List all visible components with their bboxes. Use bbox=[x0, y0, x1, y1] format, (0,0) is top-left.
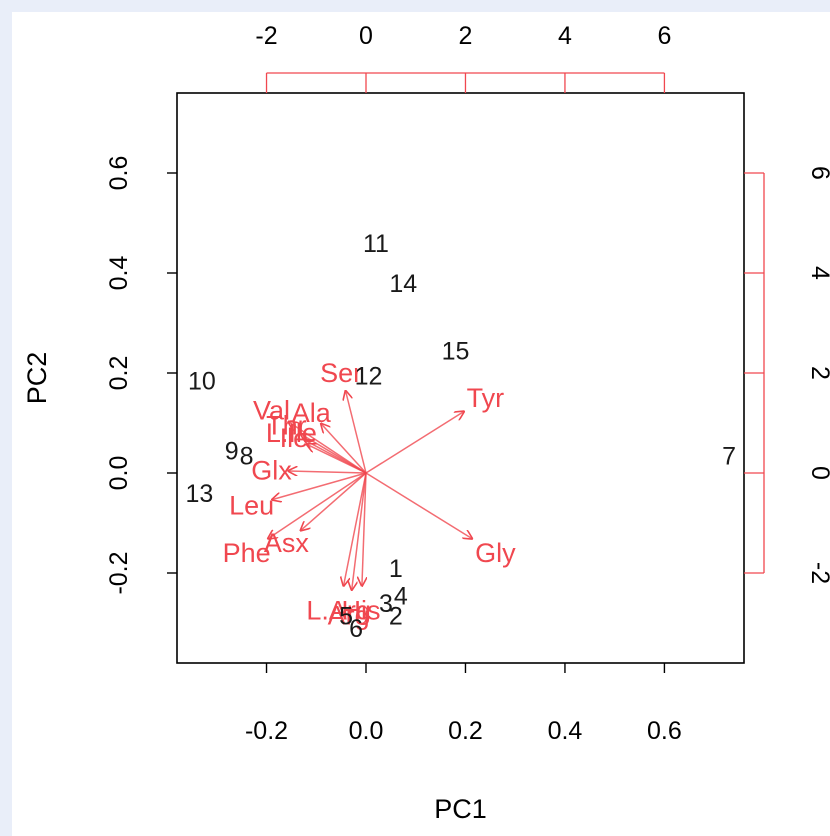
observation-label: 12 bbox=[355, 363, 383, 391]
plot-frame bbox=[176, 92, 745, 664]
loading-arrow bbox=[365, 472, 472, 539]
loading-arrow bbox=[346, 391, 367, 474]
chart-panel bbox=[12, 12, 830, 836]
y-tick-label: 0.4 bbox=[105, 256, 133, 291]
loading-arrow bbox=[321, 424, 367, 474]
variable-label: Glx bbox=[251, 456, 292, 486]
top-tick-label: 0 bbox=[359, 22, 373, 50]
x-axis-title: PC1 bbox=[434, 794, 487, 824]
variable-label: Ile bbox=[280, 423, 309, 453]
observation-label: 1 bbox=[389, 555, 403, 583]
loading-arrow bbox=[268, 472, 367, 539]
top-tick-label: -2 bbox=[255, 22, 277, 50]
variable-label: His bbox=[342, 596, 381, 626]
observation-label: 7 bbox=[722, 443, 736, 471]
observation-label: 2 bbox=[389, 603, 403, 631]
loading-arrow bbox=[289, 471, 367, 473]
top-tick-label: 2 bbox=[459, 22, 473, 50]
loading-arrow bbox=[344, 472, 367, 586]
observation-label: 9 bbox=[225, 438, 239, 466]
loading-arrow bbox=[352, 472, 367, 590]
observation-label: 10 bbox=[188, 368, 216, 396]
right-tick-label: 2 bbox=[806, 366, 830, 380]
observation-label: 11 bbox=[363, 230, 389, 258]
right-tick-label: -2 bbox=[806, 562, 830, 584]
variable-label: Arg bbox=[328, 601, 370, 631]
variable-label: Thr bbox=[266, 411, 307, 441]
observation-label: 5 bbox=[339, 603, 353, 631]
observation-label: 13 bbox=[185, 480, 213, 508]
x-tick-label: 0.4 bbox=[548, 717, 583, 745]
variable-label: Asx bbox=[264, 528, 310, 558]
variable-label: Gly bbox=[475, 538, 516, 568]
y-axis-title: PC2 bbox=[22, 352, 52, 405]
variable-label: Ser bbox=[320, 358, 362, 388]
top-tick-label: 6 bbox=[657, 22, 671, 50]
variable-label: Ala bbox=[292, 398, 332, 428]
observation-label: 15 bbox=[442, 338, 470, 366]
y-tick-label: -0.2 bbox=[105, 551, 133, 594]
x-tick-label: 0.6 bbox=[647, 717, 682, 745]
top-tick-label: 4 bbox=[558, 22, 572, 50]
y-tick-label: 0.6 bbox=[105, 156, 133, 191]
y-tick-label: 0.0 bbox=[105, 456, 133, 491]
variable-label: L.Arg bbox=[306, 596, 371, 626]
variable-label: Leu bbox=[229, 491, 274, 521]
observation-label: 14 bbox=[389, 270, 417, 298]
y-tick-label: 0.2 bbox=[105, 356, 133, 391]
right-tick-label: 4 bbox=[806, 266, 830, 280]
loading-arrow bbox=[362, 472, 366, 586]
observation-label: 4 bbox=[394, 583, 408, 611]
x-tick-label: 0.2 bbox=[448, 717, 483, 745]
observation-label: 8 bbox=[240, 443, 254, 471]
right-tick-label: 0 bbox=[806, 466, 830, 480]
x-tick-label: -0.2 bbox=[245, 717, 288, 745]
x-tick-label: 0.0 bbox=[349, 717, 384, 745]
variable-label: Tyr bbox=[467, 383, 505, 413]
loading-arrow bbox=[272, 472, 367, 500]
observation-label: 6 bbox=[349, 615, 363, 643]
loading-arrow bbox=[301, 472, 367, 530]
variable-label: Phe bbox=[223, 538, 271, 568]
variable-label: L.Ile bbox=[266, 418, 317, 448]
loading-arrow bbox=[365, 412, 464, 474]
right-tick-label: 6 bbox=[806, 166, 830, 180]
loading-arrow bbox=[307, 444, 367, 474]
variable-label: Val bbox=[253, 396, 290, 426]
observation-label: 3 bbox=[379, 590, 393, 618]
